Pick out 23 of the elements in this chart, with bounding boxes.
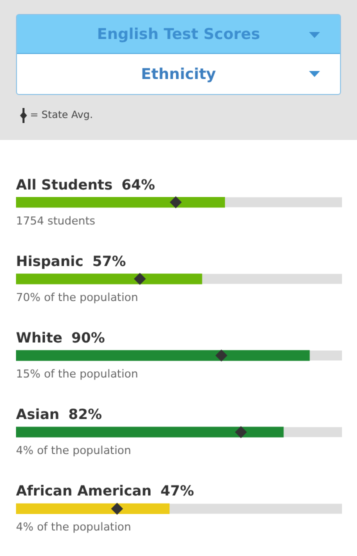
y-tick-label: African American	[16, 484, 152, 500]
chart-title: English Test Scores	[96, 25, 260, 43]
data-label: 47%	[160, 484, 194, 500]
point	[234, 426, 247, 438]
annotation: 70% of the population	[16, 290, 138, 304]
data-label: 57%	[92, 254, 126, 270]
y-tick-label: White	[16, 330, 62, 346]
annotation: 4% of the population	[16, 444, 132, 458]
y-tick-label: Hispanic	[16, 254, 84, 270]
chart-subtitle: Ethnicity	[141, 65, 216, 83]
data-label: 90%	[71, 330, 105, 346]
legend-label: = State Avg.	[30, 110, 93, 121]
y-tick-label: Asian	[16, 407, 60, 424]
y-tick-label: All Students	[16, 177, 113, 194]
annotation: 15% of the population	[16, 368, 138, 380]
point	[215, 350, 228, 362]
point	[111, 502, 124, 515]
data-label: 82%	[68, 407, 102, 424]
annotation: 4% of the population	[16, 520, 132, 534]
annotation: 1754 students	[16, 214, 96, 228]
point	[134, 272, 146, 285]
point	[170, 196, 182, 208]
data-label: 64%	[122, 177, 156, 194]
